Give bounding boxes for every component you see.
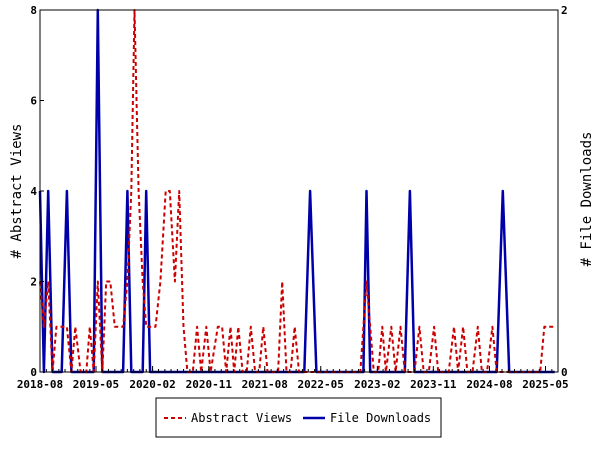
left-axis-title: # Abstract Views — [9, 124, 25, 259]
x-tick-label: 2023-02 — [354, 378, 400, 391]
x-tick-label: 2021-08 — [242, 378, 288, 391]
x-tick-label: 2025-05 — [522, 378, 568, 391]
x-tick-label: 2019-05 — [73, 378, 119, 391]
x-tick-label: 2018-08 — [17, 378, 63, 391]
left-tick-label: 0 — [30, 366, 37, 379]
x-tick-label: 2020-02 — [129, 378, 175, 391]
left-axis: 0 2 4 6 8 — [30, 4, 44, 379]
right-tick-label: 2 — [561, 4, 568, 17]
x-tick-label: 2023-11 — [410, 378, 457, 391]
series-line-abstract-views — [39, 9, 555, 373]
x-tick-label: 2022-05 — [298, 378, 344, 391]
right-tick-label: 0 — [561, 366, 568, 379]
plot-series — [38, 8, 555, 374]
right-axis-title: # File Downloads — [579, 132, 595, 267]
left-tick-label: 2 — [30, 276, 37, 289]
legend: Abstract Views File Downloads — [155, 397, 442, 438]
legend-label-abstract-views: Abstract Views — [191, 411, 292, 425]
x-tick-label: 2024-08 — [466, 378, 512, 391]
left-tick-label: 6 — [30, 95, 37, 108]
series-line-file-downloads — [38, 8, 555, 374]
left-tick-label: 8 — [30, 4, 37, 17]
x-tick-label: 2020-11 — [186, 378, 233, 391]
right-axis: 02 — [554, 4, 568, 379]
left-tick-label: 4 — [30, 185, 37, 198]
legend-label-file-downloads: File Downloads — [330, 411, 431, 425]
x-axis: 2018-08 2019-05 2020-02 2020-11 2021-08 2022-… — [17, 366, 569, 391]
plot-frame — [39, 9, 559, 373]
legend-box — [155, 397, 442, 438]
